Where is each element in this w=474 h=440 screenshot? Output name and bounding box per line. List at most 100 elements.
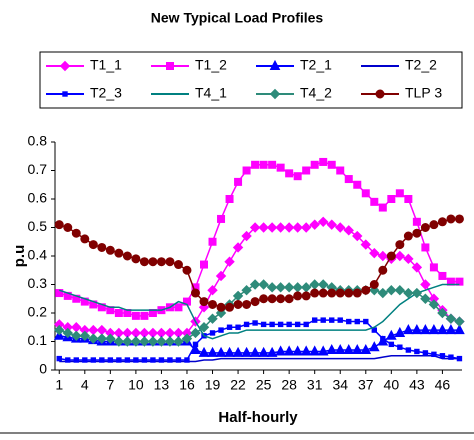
- marker: [150, 357, 156, 363]
- marker: [360, 239, 371, 250]
- marker: [335, 288, 345, 298]
- marker: [82, 357, 88, 363]
- marker: [377, 287, 389, 299]
- marker: [437, 217, 447, 227]
- x-tick-label: 40: [384, 377, 400, 393]
- marker: [62, 91, 68, 97]
- marker: [184, 357, 190, 363]
- marker: [156, 336, 167, 347]
- marker: [56, 355, 62, 362]
- marker: [198, 346, 210, 357]
- marker: [181, 333, 193, 344]
- marker: [80, 234, 90, 244]
- marker: [140, 311, 149, 320]
- marker: [259, 160, 268, 169]
- marker: [258, 346, 269, 357]
- marker: [269, 59, 281, 70]
- marker: [454, 316, 465, 327]
- marker: [385, 329, 397, 340]
- marker: [437, 307, 448, 319]
- marker: [420, 293, 431, 304]
- marker: [375, 89, 385, 99]
- marker: [395, 189, 404, 198]
- marker: [326, 343, 338, 355]
- y-tick-label: 0.7: [28, 161, 48, 177]
- marker: [286, 321, 292, 328]
- marker: [199, 297, 209, 307]
- marker: [54, 324, 65, 336]
- marker: [445, 313, 457, 324]
- marker: [164, 336, 176, 347]
- marker: [175, 357, 182, 363]
- legend-label: T1_1: [90, 57, 122, 73]
- marker: [266, 222, 278, 233]
- marker: [275, 282, 286, 293]
- marker: [208, 299, 218, 309]
- marker: [276, 163, 285, 172]
- marker: [438, 271, 447, 280]
- marker: [334, 343, 346, 355]
- marker: [249, 222, 261, 233]
- marker: [412, 217, 421, 226]
- marker: [309, 345, 321, 356]
- marker: [218, 327, 224, 333]
- marker: [224, 346, 235, 357]
- marker: [260, 321, 267, 328]
- x-tick-label: 37: [358, 377, 374, 393]
- legend-label: T2_3: [90, 85, 122, 101]
- marker: [411, 324, 423, 335]
- legend-label: T4_1: [195, 85, 227, 101]
- marker: [343, 343, 355, 355]
- chart-title: New Typical Load Profiles: [151, 10, 324, 26]
- marker: [403, 253, 414, 265]
- marker: [266, 282, 278, 293]
- marker: [283, 282, 295, 293]
- marker: [269, 88, 281, 100]
- marker: [156, 257, 166, 267]
- marker: [122, 336, 133, 347]
- marker: [337, 317, 343, 323]
- marker: [167, 357, 173, 363]
- marker: [336, 166, 345, 175]
- marker: [198, 322, 210, 333]
- x-tick-label: 13: [154, 377, 170, 393]
- marker: [394, 326, 406, 337]
- marker: [249, 346, 261, 357]
- marker: [148, 257, 158, 267]
- marker: [403, 287, 414, 299]
- marker: [99, 357, 105, 363]
- marker: [431, 351, 437, 358]
- marker: [88, 324, 99, 336]
- x-tick-label: 31: [307, 377, 323, 393]
- marker: [71, 322, 82, 333]
- marker: [344, 175, 353, 184]
- marker: [370, 197, 379, 206]
- marker: [309, 279, 320, 290]
- marker: [225, 302, 235, 312]
- marker: [62, 327, 73, 339]
- marker: [294, 321, 301, 328]
- marker: [360, 343, 372, 355]
- marker: [63, 223, 73, 232]
- marker: [267, 294, 277, 304]
- x-tick-label: 34: [332, 377, 348, 393]
- marker: [395, 240, 405, 250]
- marker: [329, 317, 335, 323]
- marker: [454, 324, 465, 335]
- marker: [116, 357, 122, 363]
- marker: [422, 350, 429, 356]
- marker: [303, 321, 309, 328]
- marker: [429, 263, 438, 272]
- marker: [166, 62, 174, 70]
- marker: [207, 284, 218, 296]
- marker: [250, 297, 260, 307]
- marker: [113, 336, 125, 347]
- marker: [378, 265, 388, 275]
- marker: [114, 309, 123, 317]
- marker: [353, 180, 362, 189]
- marker: [369, 280, 379, 289]
- marker: [107, 357, 114, 363]
- marker: [241, 346, 252, 357]
- marker: [215, 270, 227, 282]
